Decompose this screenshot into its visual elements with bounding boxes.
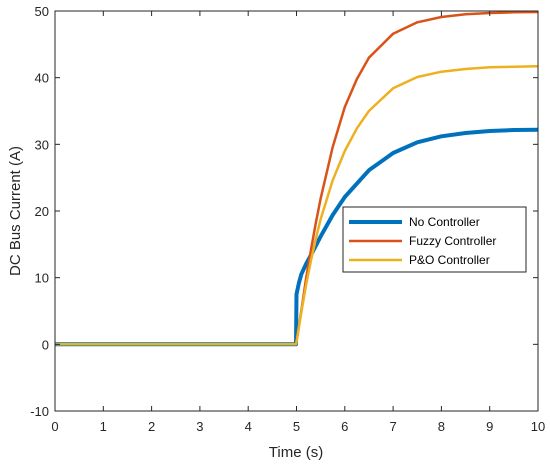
y-tick-label: -10 bbox=[30, 404, 49, 419]
legend: No Controller Fuzzy Controller P&O Contr… bbox=[342, 206, 527, 273]
legend-entry-no-controller: No Controller bbox=[349, 215, 480, 229]
legend-label-fuzzy-controller: Fuzzy Controller bbox=[409, 234, 496, 248]
x-tick-label: 0 bbox=[51, 419, 58, 434]
legend-label-po-controller: P&O Controller bbox=[409, 253, 490, 267]
x-tick-label: 5 bbox=[293, 419, 300, 434]
legend-entry-po-controller: P&O Controller bbox=[349, 253, 490, 267]
x-axis-label: Time (s) bbox=[269, 444, 323, 461]
x-tick-label: 1 bbox=[100, 419, 107, 434]
x-tick-label: 4 bbox=[245, 419, 252, 434]
x-tick-label: 2 bbox=[148, 419, 155, 434]
y-tick-label: 20 bbox=[35, 204, 49, 219]
x-tick-label: 3 bbox=[196, 419, 203, 434]
x-tick-label: 9 bbox=[486, 419, 493, 434]
y-tick-label: 30 bbox=[35, 137, 49, 152]
y-tick-label: 40 bbox=[35, 71, 49, 86]
x-tick-label: 7 bbox=[389, 419, 396, 434]
y-tick-label: 10 bbox=[35, 271, 49, 286]
x-tick-label: 6 bbox=[341, 419, 348, 434]
x-tick-label: 8 bbox=[438, 419, 445, 434]
legend-entry-fuzzy-controller: Fuzzy Controller bbox=[349, 234, 496, 248]
series-line-p-o-controller bbox=[55, 65, 539, 346]
series-line-no-controller bbox=[55, 127, 539, 347]
y-tick-label: 0 bbox=[42, 337, 49, 352]
legend-label-no-controller: No Controller bbox=[409, 215, 480, 229]
series-layer bbox=[55, 10, 539, 347]
x-tick-label: 10 bbox=[531, 419, 545, 434]
y-tick-label: 50 bbox=[35, 4, 49, 19]
y-axis-label: DC Bus Current (A) bbox=[7, 146, 24, 276]
